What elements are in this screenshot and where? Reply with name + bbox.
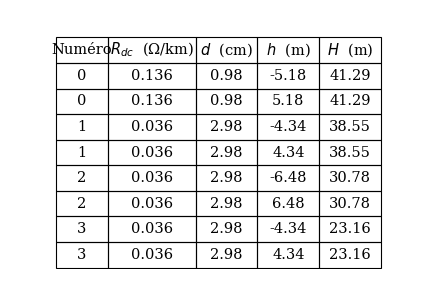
- Bar: [56, 88, 107, 114]
- Text: 2.98: 2.98: [210, 120, 243, 134]
- Text: 0.136: 0.136: [131, 69, 173, 83]
- Text: 41.29: 41.29: [329, 69, 371, 83]
- Text: 2: 2: [77, 171, 86, 185]
- Bar: [196, 37, 257, 63]
- Text: 30.78: 30.78: [329, 171, 371, 185]
- Bar: [107, 165, 196, 191]
- Text: 0: 0: [77, 69, 86, 83]
- Text: 0: 0: [77, 94, 86, 108]
- Bar: [56, 191, 107, 217]
- Text: 2.98: 2.98: [210, 171, 243, 185]
- Text: 23.16: 23.16: [329, 222, 371, 236]
- Bar: [56, 63, 107, 88]
- Text: 4.34: 4.34: [272, 248, 305, 262]
- Bar: [257, 140, 319, 165]
- Bar: [107, 191, 196, 217]
- Bar: [319, 217, 381, 242]
- Text: 0.036: 0.036: [131, 171, 173, 185]
- Text: $d$  (cm): $d$ (cm): [200, 41, 253, 59]
- Bar: [107, 140, 196, 165]
- Bar: [107, 114, 196, 140]
- Bar: [257, 63, 319, 88]
- Bar: [107, 242, 196, 268]
- Text: Numéro: Numéro: [52, 43, 112, 57]
- Bar: [56, 217, 107, 242]
- Bar: [319, 63, 381, 88]
- Bar: [319, 88, 381, 114]
- Text: 38.55: 38.55: [329, 120, 371, 134]
- Text: 41.29: 41.29: [329, 94, 371, 108]
- Bar: [107, 63, 196, 88]
- Bar: [319, 140, 381, 165]
- Text: -4.34: -4.34: [270, 120, 307, 134]
- Text: 5.18: 5.18: [272, 94, 305, 108]
- Bar: [196, 191, 257, 217]
- Text: -4.34: -4.34: [270, 222, 307, 236]
- Bar: [56, 140, 107, 165]
- Bar: [196, 63, 257, 88]
- Bar: [196, 114, 257, 140]
- Text: 2.98: 2.98: [210, 146, 243, 159]
- Bar: [257, 88, 319, 114]
- Bar: [257, 191, 319, 217]
- Bar: [107, 37, 196, 63]
- Bar: [257, 165, 319, 191]
- Text: 38.55: 38.55: [329, 146, 371, 159]
- Bar: [257, 242, 319, 268]
- Text: $R_{dc}$  (Ω/km): $R_{dc}$ (Ω/km): [109, 41, 194, 59]
- Text: 3: 3: [77, 248, 86, 262]
- Bar: [319, 191, 381, 217]
- Text: $H$  (m): $H$ (m): [327, 41, 373, 59]
- Text: $h$  (m): $h$ (m): [266, 41, 311, 59]
- Bar: [56, 37, 107, 63]
- Bar: [319, 37, 381, 63]
- Bar: [319, 165, 381, 191]
- Text: 0.136: 0.136: [131, 94, 173, 108]
- Bar: [107, 88, 196, 114]
- Text: 0.036: 0.036: [131, 222, 173, 236]
- Bar: [319, 242, 381, 268]
- Text: 0.036: 0.036: [131, 248, 173, 262]
- Bar: [257, 217, 319, 242]
- Bar: [56, 114, 107, 140]
- Text: 3: 3: [77, 222, 86, 236]
- Bar: [196, 140, 257, 165]
- Text: 0.036: 0.036: [131, 120, 173, 134]
- Text: 1: 1: [77, 146, 86, 159]
- Bar: [319, 114, 381, 140]
- Bar: [257, 114, 319, 140]
- Bar: [196, 242, 257, 268]
- Text: 2.98: 2.98: [210, 197, 243, 211]
- Text: -5.18: -5.18: [270, 69, 307, 83]
- Text: 2.98: 2.98: [210, 222, 243, 236]
- Text: 0.98: 0.98: [210, 69, 243, 83]
- Bar: [56, 165, 107, 191]
- Bar: [56, 242, 107, 268]
- Bar: [257, 37, 319, 63]
- Text: 0.036: 0.036: [131, 197, 173, 211]
- Bar: [196, 88, 257, 114]
- Bar: [196, 217, 257, 242]
- Bar: [107, 217, 196, 242]
- Bar: [196, 165, 257, 191]
- Text: -6.48: -6.48: [270, 171, 307, 185]
- Text: 0.98: 0.98: [210, 94, 243, 108]
- Text: 4.34: 4.34: [272, 146, 305, 159]
- Text: 1: 1: [77, 120, 86, 134]
- Text: 30.78: 30.78: [329, 197, 371, 211]
- Text: 6.48: 6.48: [272, 197, 305, 211]
- Text: 2.98: 2.98: [210, 248, 243, 262]
- Text: 2: 2: [77, 197, 86, 211]
- Text: 0.036: 0.036: [131, 146, 173, 159]
- Text: 23.16: 23.16: [329, 248, 371, 262]
